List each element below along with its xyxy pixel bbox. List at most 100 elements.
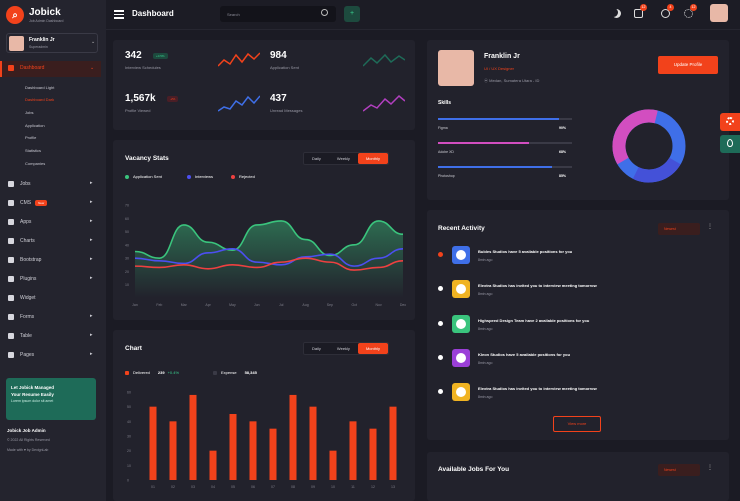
x-tick-label: 08 [291,485,295,489]
newest-dropdown[interactable]: Newest [658,223,700,235]
activity-item[interactable]: Highspeed Design Team have 2 available p… [438,315,708,345]
sidebar-item-charts[interactable]: Charts [8,238,35,244]
sidebar-profile[interactable]: Franklin Jr Superadmin ⌄ [6,33,98,53]
sidebar-sub-profile[interactable]: Profile [25,135,37,140]
sidebar-sub-dashboard-light[interactable]: Dashboard Light [25,85,55,90]
activity-item[interactable]: Elextra Studios has invited you to inter… [438,280,708,310]
sidebar-item-dashboard[interactable] [0,61,101,77]
vacancy-line-chart: 70 60 50 40 30 20 10 Jan Feb Mar Apr May Jun Jul Aug Se… [125,204,406,308]
sidebar-sub-dashboard-dark[interactable]: Dashboard Dark [25,97,55,102]
stat-value: 342 [125,50,142,61]
y-tick-label: 20 [125,270,129,274]
x-tick-label: 13 [391,485,395,489]
search-input[interactable]: Search [220,6,336,22]
bar [209,450,217,480]
donut-segment-pink [612,109,686,183]
legend-item: Rejected [231,174,255,179]
status-dot [438,321,443,326]
logo[interactable]: ⌕ Jobick Job Admin Dashboard [0,0,106,30]
menu-toggle-icon[interactable] [114,10,124,19]
tab-monthly[interactable]: Monthly [357,343,388,354]
card-title: Chart [125,345,142,352]
gear-icon[interactable] [684,9,693,18]
message-badge: 12 [640,4,647,11]
update-profile-button[interactable]: Update Profile [658,56,718,74]
newest-dropdown[interactable]: Newest [658,464,700,476]
view-more-button[interactable]: View more [553,416,601,432]
sidebar-item-label: Pages [20,352,35,358]
sidebar-item-label: Dashboard [20,65,45,71]
y-tick-label: 60 [125,217,129,221]
y-tick-label: 0 [127,479,129,483]
legend-expense: Expense 58,345 [213,370,257,375]
sidebar-sub-statistics[interactable]: Statistics [25,148,42,153]
sidebar: Franklin Jr Superadmin ⌄ Dashboard ⌄ Das… [0,30,106,501]
sidebar-item-forms[interactable]: Forms [8,314,34,320]
stat-change-badge: +0.5% [153,53,168,59]
x-tick-label: Jul [279,303,284,307]
y-tick-label: 50 [125,230,129,234]
add-button[interactable]: + [344,6,360,22]
tab-weekly[interactable]: Weekly [336,156,350,161]
card-title: Available Jobs For You [438,466,510,473]
theme-side-tab[interactable] [720,135,740,153]
x-tick-label: Feb [156,303,162,307]
more-options-icon[interactable]: ⋮ [707,465,713,471]
company-icon [452,383,470,401]
tab-daily[interactable]: Daily [312,346,321,351]
legend-label: Interviews [195,174,214,179]
sidebar-sub-jobs[interactable]: Jobs [25,110,34,115]
search-icon[interactable] [321,9,328,16]
footer-made: Made with ♥ by DexignLab [7,448,49,452]
x-tick-label: 07 [271,485,275,489]
promo-card[interactable]: Let Jobick Managed Your Resume Easily Lo… [6,378,96,420]
sidebar-item-pages[interactable]: Pages [8,352,34,358]
tab-monthly[interactable]: Monthly [357,153,388,164]
sidebar-item-apps[interactable]: Apps [8,219,31,225]
skill-name: Figma [438,126,448,130]
avatar[interactable] [710,4,728,22]
activity-item[interactable]: Kleon Studios have 5 available positions… [438,349,708,379]
sidebar-item-widget[interactable]: Widget [8,295,36,301]
sidebar-item-label: Jobs [20,181,31,187]
sidebar-item-plugins[interactable]: Plugins [8,276,36,282]
message-icon[interactable] [634,9,643,18]
tab-daily[interactable]: Daily [312,156,321,161]
sidebar-item-cms[interactable]: CMS New [8,200,48,206]
sidebar-item-table[interactable]: Table [8,333,32,339]
bar [369,428,377,480]
activity-time: 8min ago [478,258,493,262]
sidebar-sub-companies[interactable]: Companies [25,161,46,166]
moon-icon[interactable] [612,9,621,18]
bar [389,406,397,480]
activity-item[interactable]: Bubles Studios have 5 available position… [438,246,708,276]
sidebar-item-jobs[interactable]: Jobs [8,181,31,187]
legend-item: Application Sent [125,174,162,179]
stat-label: Profile Viewed [125,108,151,113]
more-options-icon[interactable]: ⋮ [707,224,713,230]
footer-copyright: © 2022 All Rights Reserved [7,438,50,442]
activity-item[interactable]: Elextra Studios has invited you to inter… [438,383,708,413]
chevron-right-icon: ▸ [90,275,93,281]
bar-chart: 60 50 40 30 20 10 0 01 02 03 04 05 06 07 08 09 10 11 12 13 [127,391,397,489]
stat-label: Unread Messages [270,108,303,113]
sidebar-item-dashboard-label: Dashboard [8,65,44,71]
legend-dot [213,370,217,375]
settings-side-tab[interactable] [720,113,740,131]
bar [169,421,177,480]
x-tick-label: 02 [171,485,175,489]
sidebar-item-bootstrap[interactable]: Bootstrap [8,257,41,263]
location-icon: ⦿ [484,78,490,83]
legend-label: Application Sent [133,174,162,179]
bell-icon[interactable] [661,9,670,18]
skill-fill [438,118,559,120]
chevron-down-icon: ⌄ [91,39,96,45]
status-dot [438,252,443,257]
tab-weekly[interactable]: Weekly [336,346,350,351]
bar [349,421,357,480]
sidebar-sub-application[interactable]: Application [25,123,45,128]
sidebar-item-label: Plugins [20,276,37,282]
bar [289,394,297,480]
sidebar-item-label: Apps [20,219,32,225]
card-title: Vacancy Stats [125,155,169,162]
